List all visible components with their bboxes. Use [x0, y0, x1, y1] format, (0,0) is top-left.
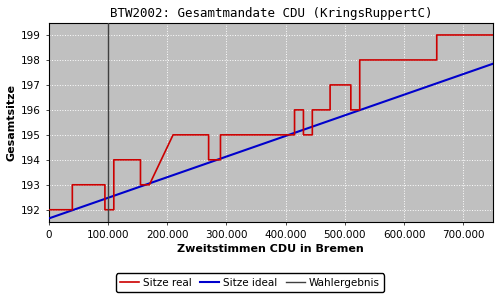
Sitze real [434, 58, 440, 62]
Sitze real [102, 208, 108, 211]
Sitze real [327, 83, 333, 87]
Sitze real [356, 108, 362, 112]
Sitze real [138, 183, 143, 187]
Line: Sitze real: Sitze real [48, 35, 493, 210]
Sitze real [146, 183, 152, 187]
Sitze real [70, 183, 75, 187]
Sitze real [356, 58, 362, 62]
Sitze real [218, 133, 224, 137]
Sitze real [310, 133, 316, 137]
Sitze real [206, 133, 212, 137]
Sitze real [111, 158, 117, 162]
Sitze real [276, 133, 282, 137]
Sitze real [111, 208, 117, 211]
Sitze real [218, 158, 224, 162]
Sitze real [276, 133, 282, 137]
Sitze real [170, 133, 176, 137]
Sitze real [146, 183, 152, 187]
Sitze real [300, 133, 306, 137]
Sitze real [300, 108, 306, 112]
Sitze real [348, 83, 354, 87]
X-axis label: Zweitstimmen CDU in Bremen: Zweitstimmen CDU in Bremen [178, 244, 364, 254]
Sitze real [292, 108, 298, 112]
Sitze real [206, 158, 212, 162]
Sitze real [327, 108, 333, 112]
Title: BTW2002: Gesamtmandate CDU (KringsRuppertC): BTW2002: Gesamtmandate CDU (KringsRupper… [110, 7, 432, 20]
Sitze real [70, 208, 75, 211]
Y-axis label: Gesamtsitze: Gesamtsitze [7, 84, 17, 161]
Sitze real [102, 183, 108, 187]
Sitze real [138, 158, 143, 162]
Sitze real [46, 208, 52, 211]
Sitze real [490, 33, 496, 37]
Sitze real [348, 108, 354, 112]
Sitze real [292, 133, 298, 137]
Sitze real [310, 108, 316, 112]
Legend: Sitze real, Sitze ideal, Wahlergebnis: Sitze real, Sitze ideal, Wahlergebnis [116, 274, 384, 292]
Sitze real [434, 33, 440, 37]
